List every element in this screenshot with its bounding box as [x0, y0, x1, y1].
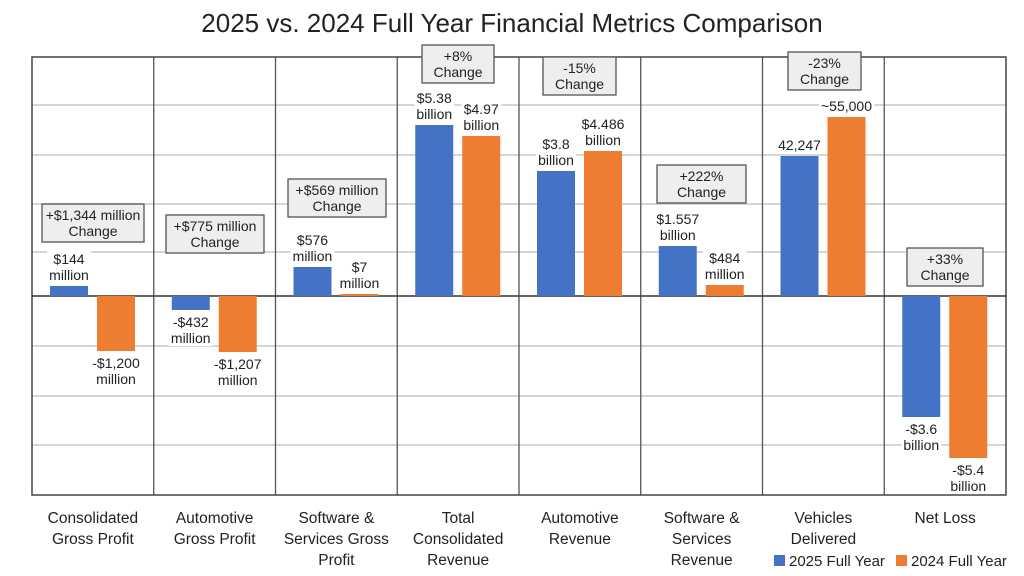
change-annotation: -23% Change: [787, 51, 862, 91]
annotation-text: -23% Change: [800, 55, 849, 87]
data-label: $5.38 billion: [416, 90, 452, 122]
change-annotation: +222% Change: [656, 164, 747, 204]
data-label: 42,247: [778, 137, 821, 153]
data-label: ~55,000: [821, 98, 872, 114]
bar-2024-3: [462, 136, 501, 296]
bar-2025-7: [902, 296, 941, 417]
bar-2025-4: [537, 171, 575, 296]
bar-2024-7: [949, 296, 988, 458]
change-annotation: +$775 million Change: [165, 214, 265, 254]
annotation-text: +$775 million Change: [174, 218, 257, 250]
annotation-box: [906, 247, 984, 287]
data-label-bg: [47, 251, 91, 283]
legend-label-2024: 2024 Full Year: [911, 553, 1007, 570]
change-annotation: -15% Change: [542, 56, 617, 96]
bar-2025-0: [50, 286, 88, 296]
annotation-box: [542, 56, 617, 96]
bar-2025-3: [415, 125, 454, 296]
bar-2024-5: [705, 285, 744, 296]
annotation-text: +33% Change: [920, 251, 969, 283]
data-label: -$3.6 billion: [903, 421, 939, 453]
data-label: -$432 million: [171, 314, 211, 346]
data-label-bg: [212, 356, 264, 388]
grid: [31, 56, 1007, 496]
category-labels: Consolidated Gross Profit Automotive Gross …: [48, 510, 976, 569]
data-label: $484 million: [705, 250, 745, 282]
category-label: Net Loss: [915, 510, 976, 527]
change-annotation: +8% Change: [421, 44, 495, 84]
category-label: Software & Services Revenue: [664, 510, 740, 569]
annotation-text: +$569 million Change: [296, 182, 379, 214]
data-label-bg: [536, 136, 576, 168]
data-label: $144 million: [49, 251, 89, 283]
data-label-bg: [461, 101, 502, 133]
bar-2024-0: [97, 296, 135, 351]
change-annotations: +$1,344 million Change +$775 million Change…: [41, 44, 984, 287]
plot-border: [31, 56, 1007, 496]
annotation-text: +$1,344 million Change: [46, 207, 141, 239]
data-label: -$1,207 million: [214, 356, 262, 388]
data-label: $4.486 billion: [582, 116, 625, 148]
data-label-bg: [168, 314, 213, 346]
legend-swatch-2025: [774, 555, 785, 566]
data-label: $576 million: [293, 232, 333, 264]
annotation-box: [165, 214, 265, 254]
annotation-box: [656, 164, 747, 204]
data-labels: $144 million -$432 million $576 million $5.38 b…: [47, 90, 989, 494]
bar-2024-6: [827, 117, 866, 296]
data-label: $1.557 billion: [656, 211, 699, 243]
data-label-bg: [90, 355, 142, 387]
bar-2025-1: [171, 296, 210, 310]
category-label: Software & Services Gross Profit: [284, 510, 389, 569]
data-label-bg: [579, 116, 627, 148]
bar-2025-5: [658, 246, 697, 296]
data-label-bg: [819, 98, 875, 114]
change-annotation: +$569 million Change: [287, 178, 387, 218]
legend-swatch-2024: [896, 555, 907, 566]
legend-label-2025: 2025 Full Year: [789, 553, 885, 570]
annotation-text: -15% Change: [555, 60, 604, 92]
category-label: Total Consolidated Revenue: [413, 510, 503, 569]
annotation-text: +222% Change: [677, 168, 726, 200]
bar-2025-2: [293, 267, 332, 296]
data-label-bg: [776, 137, 824, 153]
annotation-box: [787, 51, 862, 91]
annotation-box: [41, 203, 145, 243]
data-label-bg: [901, 421, 942, 453]
annotation-box: [287, 178, 387, 218]
data-label: $3.8 billion: [538, 136, 574, 168]
chart-title: 2025 vs. 2024 Full Year Financial Metric…: [201, 8, 822, 38]
data-label: $4.97 billion: [463, 101, 499, 133]
category-label: Consolidated Gross Profit: [48, 510, 138, 548]
data-label-bg: [948, 462, 989, 494]
data-label-bg: [414, 90, 455, 122]
bar-2024-4: [584, 151, 622, 296]
category-label: Automotive Revenue: [541, 510, 619, 548]
data-label: -$5.4 billion: [950, 462, 986, 494]
annotation-text: +8% Change: [433, 48, 482, 80]
change-annotation: +$1,344 million Change: [41, 203, 145, 243]
bar-2024-2: [340, 294, 379, 296]
bar-2025-6: [780, 156, 819, 296]
data-label-bg: [337, 259, 382, 291]
category-label: Automotive Gross Profit: [174, 510, 257, 548]
bars: [50, 117, 988, 458]
data-label: -$1,200 million: [92, 355, 140, 387]
annotation-box: [421, 44, 495, 84]
data-label-bg: [702, 250, 747, 282]
data-label-bg: [654, 211, 702, 243]
legend: 2025 Full Year 2024 Full Year: [774, 553, 1007, 570]
data-label: $7 million: [340, 259, 380, 291]
bar-2024-1: [218, 296, 257, 352]
data-label-bg: [290, 232, 335, 264]
category-label: Vehicles Delivered: [791, 510, 856, 548]
change-annotation: +33% Change: [906, 247, 984, 287]
